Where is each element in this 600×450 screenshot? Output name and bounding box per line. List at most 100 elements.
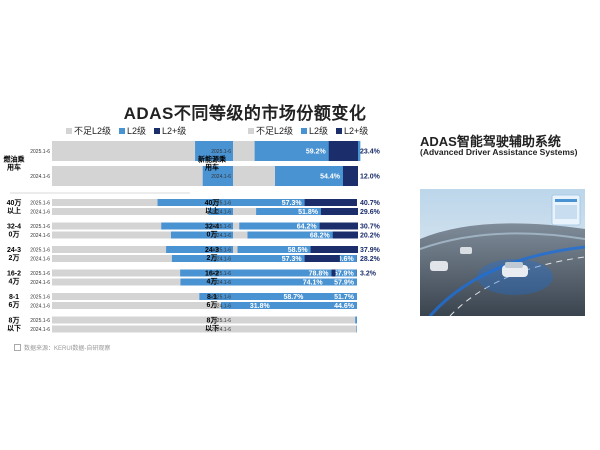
bar-segment bbox=[310, 246, 358, 253]
group-label: 2万 bbox=[9, 254, 20, 262]
year-label: 2024.1-6 bbox=[30, 233, 50, 239]
year-label: 2025.1-6 bbox=[30, 295, 50, 301]
bar-segment bbox=[355, 316, 357, 324]
data-source: 数据来源：KERUI数据-自研观察 bbox=[14, 343, 110, 352]
year-label: 2024.1-6 bbox=[211, 233, 231, 239]
bar-segment bbox=[237, 246, 311, 253]
group-label: 用车 bbox=[7, 163, 21, 172]
bar-segment bbox=[233, 166, 275, 186]
year-label: 2024.1-6 bbox=[211, 257, 231, 263]
year-label: 2024.1-6 bbox=[30, 210, 50, 216]
bar-segment bbox=[52, 269, 181, 277]
legend-label: 不足L2级 bbox=[256, 126, 294, 136]
l2-value-label: 58.5% bbox=[288, 247, 309, 254]
legend-label: 不足L2级 bbox=[74, 126, 112, 136]
l2plus-value-label: 3.2% bbox=[360, 271, 377, 278]
group-label: 16-2 bbox=[7, 271, 21, 278]
group-label: 0万 bbox=[207, 231, 218, 239]
group-label: 燃油乘 bbox=[3, 155, 26, 164]
group-label: 以上 bbox=[205, 206, 219, 215]
bar-segment bbox=[52, 208, 209, 215]
year-label: 2025.1-6 bbox=[211, 271, 231, 277]
l2plus-value-label: 20.2% bbox=[360, 233, 381, 240]
year-label: 2025.1-6 bbox=[30, 271, 50, 277]
chart-title: ADAS不同等级的市场份额变化 bbox=[123, 104, 367, 123]
bar-segment bbox=[52, 325, 357, 333]
legend-right: 不足L2级 L2级 L2+级 bbox=[248, 124, 368, 137]
l2-value-label: 51.7% bbox=[334, 294, 355, 301]
bar-segment bbox=[52, 222, 162, 230]
year-label: 2024.1-6 bbox=[30, 174, 50, 180]
legend-swatch bbox=[336, 127, 343, 134]
bar-segment bbox=[256, 208, 321, 215]
legend-label: L2+级 bbox=[344, 126, 369, 136]
year-label: 2025.1-6 bbox=[211, 318, 231, 324]
l2plus-value-label: 28.2% bbox=[360, 256, 381, 263]
year-label: 2024.1-6 bbox=[30, 280, 50, 286]
adas-road-illustration bbox=[420, 189, 585, 316]
legend-item-below-l2: 不足L2级 bbox=[248, 124, 293, 137]
l2plus-value-label: 23.4% bbox=[360, 149, 381, 156]
group-label: 32-4 bbox=[205, 224, 219, 231]
l2-value-label: 68.2% bbox=[310, 233, 331, 240]
legend-swatch bbox=[248, 127, 254, 134]
bar-segment bbox=[52, 166, 203, 186]
bar-segment bbox=[52, 293, 200, 300]
year-label: 2025.1-6 bbox=[30, 318, 50, 324]
year-label: 2024.1-6 bbox=[211, 174, 231, 180]
year-label: 2024.1-6 bbox=[211, 280, 231, 286]
panel-subtitle: (Advanced Driver Assistance Systems) bbox=[420, 147, 578, 157]
bar-segment bbox=[233, 222, 240, 230]
l2-value-label: 60.6% bbox=[334, 256, 355, 263]
year-label: 2024.1-6 bbox=[211, 304, 231, 310]
legend-swatch bbox=[66, 127, 72, 134]
legend-swatch bbox=[301, 127, 308, 134]
legend-item-l2: L2级 bbox=[119, 124, 146, 137]
l2plus-value-label: 29.6% bbox=[360, 209, 381, 216]
bar-segment bbox=[52, 141, 196, 161]
bar-segment bbox=[233, 302, 273, 309]
l2-value-label: 57.9% bbox=[334, 271, 355, 278]
l2plus-value-label: 12.0% bbox=[360, 174, 381, 181]
l2-value-label: 74.1% bbox=[303, 280, 324, 287]
group-label: 6万 bbox=[9, 301, 20, 309]
year-label: 2025.1-6 bbox=[30, 201, 50, 207]
group-label: 8万 bbox=[207, 317, 218, 325]
l2plus-value-label: 40.7% bbox=[360, 200, 381, 207]
bar-segment bbox=[233, 246, 238, 253]
bar-segment bbox=[52, 255, 172, 262]
l2-value-label: 59.2% bbox=[306, 149, 327, 156]
year-label: 2024.1-6 bbox=[30, 257, 50, 263]
l2-value-label: 54.4% bbox=[320, 174, 341, 181]
year-label: 2025.1-6 bbox=[211, 149, 231, 155]
group-label: 40万 bbox=[205, 199, 220, 207]
group-label: 24-3 bbox=[7, 247, 21, 254]
legend-swatch bbox=[154, 127, 161, 134]
group-label: 新能源乘 bbox=[198, 155, 227, 164]
bar-segment bbox=[220, 302, 357, 309]
bar-segment bbox=[233, 255, 305, 262]
bar-segment bbox=[52, 199, 158, 206]
bar-segment bbox=[321, 208, 358, 215]
bar-segment bbox=[328, 141, 358, 161]
bar-segment bbox=[343, 166, 358, 186]
panel-title: ADAS智能驾驶辅助系统 bbox=[420, 134, 561, 149]
legend-label: L2+级 bbox=[162, 126, 187, 136]
l2-value-label: 51.8% bbox=[298, 209, 319, 216]
year-label: 2025.1-6 bbox=[211, 224, 231, 230]
group-label: 32-4 bbox=[7, 224, 21, 231]
bar-segment bbox=[52, 278, 181, 286]
legend-item-l2plus: L2+级 bbox=[336, 124, 368, 137]
l2-value-label: 44.6% bbox=[334, 303, 355, 310]
bar-segment bbox=[233, 208, 257, 215]
bar-segment bbox=[233, 199, 305, 206]
group-label: 8-1 bbox=[207, 294, 217, 301]
l2-value-label: 31.8% bbox=[250, 303, 271, 310]
l2-value-label: 57.3% bbox=[282, 200, 303, 207]
bar-segment bbox=[304, 199, 356, 206]
year-label: 2025.1-6 bbox=[30, 248, 50, 254]
bar-segment bbox=[319, 222, 358, 230]
bar-segment bbox=[275, 166, 343, 186]
bar-segment bbox=[331, 269, 336, 277]
